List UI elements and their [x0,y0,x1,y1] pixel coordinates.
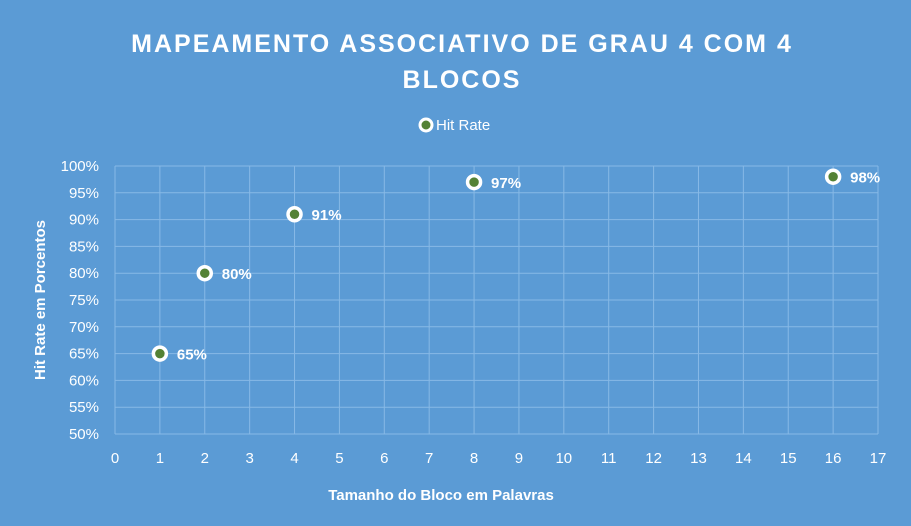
y-tick-label: 70% [69,319,99,336]
x-tick-label: 3 [245,450,253,467]
y-axis-ticks: 50% 55% 60% 65% 70% 75% 80% 85% 90% 95% 100% [61,158,99,443]
x-tick-label: 9 [515,450,523,467]
y-tick-label: 95% [69,185,99,202]
data-label: 65% [177,347,207,364]
data-point [196,264,214,282]
x-tick-label: 5 [335,450,343,467]
y-tick-label: 100% [61,158,99,175]
y-tick-label: 75% [69,292,99,309]
x-axis-label: Tamanho do Bloco em Palavras [328,487,554,504]
x-tick-label: 0 [111,450,119,467]
x-tick-label: 1 [156,450,164,467]
legend: Hit Rate [418,117,490,134]
x-tick-label: 17 [870,450,887,467]
data-label: 91% [312,207,342,224]
x-tick-label: 14 [735,450,752,467]
data-labels: 65% 80% 91% 97% 98% [177,170,880,364]
x-tick-label: 10 [555,450,572,467]
data-label: 97% [491,175,521,192]
y-tick-label: 80% [69,265,99,282]
y-tick-label: 55% [69,399,99,416]
gridlines [114,165,879,435]
y-tick-label: 85% [69,238,99,255]
data-label: 98% [850,170,880,187]
data-point [824,168,842,185]
data-point [465,173,483,191]
x-tick-label: 4 [290,450,298,467]
x-tick-label: 12 [645,450,662,467]
x-tick-label: 7 [425,450,433,467]
y-tick-label: 50% [69,426,99,443]
x-tick-label: 15 [780,450,797,467]
chart-title-line-1: MAPEAMENTO ASSOCIATIVO DE GRAU 4 COM 4 [131,30,793,58]
data-label: 80% [222,266,252,283]
data-point [286,205,303,223]
data-points [151,168,842,362]
y-tick-label: 65% [69,346,99,363]
x-tick-label: 6 [380,450,388,467]
y-tick-label: 60% [69,372,99,389]
x-tick-label: 8 [470,450,478,467]
y-axis-label: Hit Rate em Porcentos [32,220,49,380]
x-axis-ticks: 0 1 2 3 4 5 6 7 8 9 10 11 12 13 14 15 16 17 [111,450,887,467]
x-tick-label: 11 [601,450,617,467]
y-tick-label: 90% [69,212,99,229]
x-tick-label: 13 [690,450,707,467]
legend-marker [418,117,434,133]
x-tick-label: 16 [825,450,842,467]
data-point [151,345,169,362]
x-tick-label: 2 [201,450,209,467]
chart-title-line-2: BLOCOS [403,66,522,94]
legend-label-hit-rate: Hit Rate [436,117,490,134]
